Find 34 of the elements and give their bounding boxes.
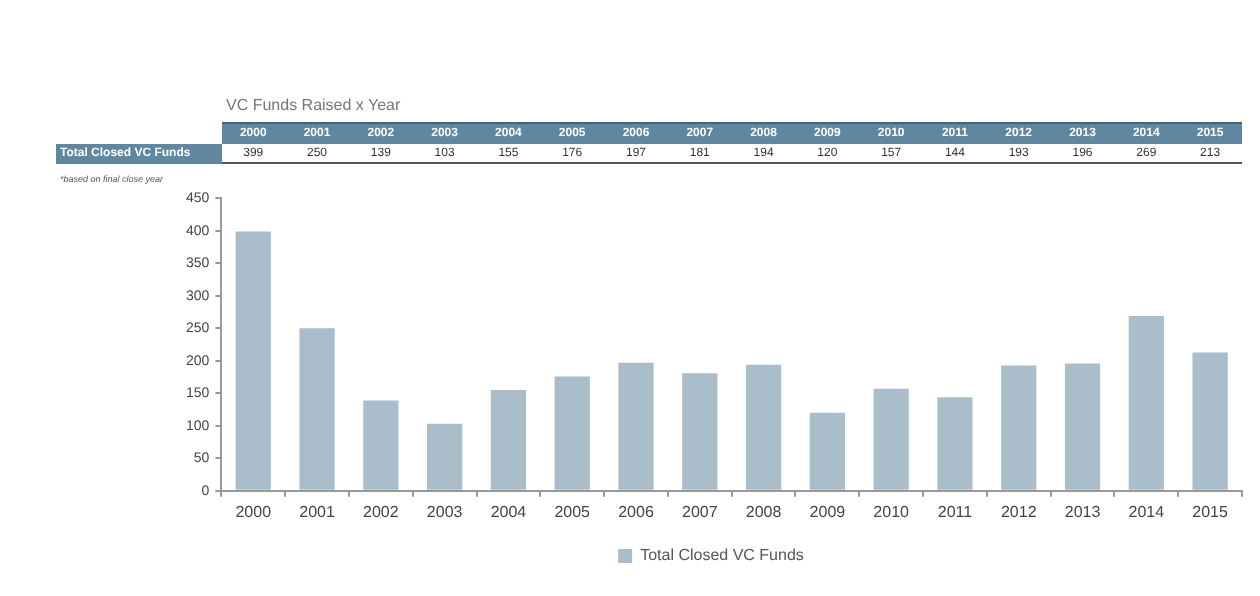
bar <box>873 388 909 490</box>
x-tick-label: 2005 <box>554 502 592 521</box>
x-tick-label: 2013 <box>1064 502 1102 521</box>
bar <box>618 362 654 490</box>
bar <box>1128 316 1164 490</box>
x-tick-label: 2012 <box>1000 502 1038 521</box>
x-tick-label: 2014 <box>1128 502 1166 521</box>
bar <box>1001 365 1037 490</box>
x-tick-label: 2010 <box>873 502 911 521</box>
x-tick-label: 2000 <box>235 502 273 521</box>
legend-label: Total Closed VC Funds <box>640 546 804 565</box>
x-tick-label: 2002 <box>363 502 400 521</box>
bar <box>682 373 718 490</box>
x-tick-label: 2009 <box>809 502 847 521</box>
x-tick-label: 2006 <box>618 502 655 521</box>
x-tick-label: 2007 <box>681 502 719 521</box>
bar <box>937 397 973 490</box>
x-tick-label: 2008 <box>745 502 783 521</box>
x-tick-label: 2001 <box>299 502 336 521</box>
bar <box>363 400 399 490</box>
x-tick-label: 2015 <box>1192 502 1229 521</box>
bar <box>1064 363 1101 490</box>
x-tick-label: 2011 <box>937 502 974 521</box>
bar <box>427 423 463 490</box>
bar <box>1192 352 1228 490</box>
bar <box>554 376 590 490</box>
bar <box>745 364 782 490</box>
bar <box>809 412 845 490</box>
bar <box>299 328 335 490</box>
chart-title: VC Funds Raised x Year <box>226 96 401 114</box>
x-tick-label: 2004 <box>490 502 528 521</box>
bar <box>235 231 271 490</box>
bar <box>490 390 527 490</box>
x-tick-label: 2003 <box>426 502 464 521</box>
